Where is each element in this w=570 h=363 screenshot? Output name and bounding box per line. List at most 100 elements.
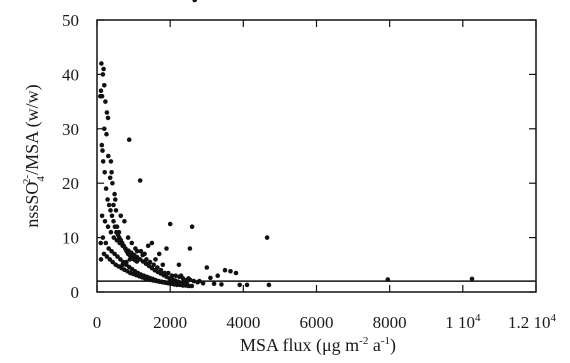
data-point xyxy=(167,221,173,227)
x-tick-label: 0 xyxy=(93,313,102,332)
data-point xyxy=(177,274,182,280)
data-point xyxy=(99,142,105,148)
data-point xyxy=(137,178,143,183)
data-point xyxy=(126,137,132,142)
data-point xyxy=(115,254,120,259)
data-point xyxy=(114,238,120,243)
data-point xyxy=(153,257,158,262)
y-tick-label: 40 xyxy=(62,65,79,84)
data-point xyxy=(166,270,171,276)
data-point xyxy=(118,213,124,219)
data-point xyxy=(149,240,155,246)
data-point xyxy=(129,240,135,246)
x-tick-label: 1.2 104 xyxy=(508,312,557,332)
data-point xyxy=(188,277,193,283)
data-point xyxy=(98,93,103,99)
data-point xyxy=(104,131,109,137)
data-point xyxy=(107,257,113,262)
data-point xyxy=(233,270,239,276)
data-point xyxy=(112,191,117,197)
data-point xyxy=(117,240,122,246)
data-point xyxy=(111,202,116,208)
data-point xyxy=(102,170,107,175)
data-points xyxy=(98,0,475,289)
data-point xyxy=(184,277,189,283)
data-point xyxy=(200,281,206,286)
data-point xyxy=(189,283,195,289)
data-point xyxy=(105,197,110,202)
data-point xyxy=(138,248,144,254)
data-point xyxy=(109,248,114,254)
data-point xyxy=(134,248,140,254)
data-point xyxy=(264,235,270,240)
data-point xyxy=(176,262,182,268)
data-point xyxy=(100,148,105,153)
data-point xyxy=(98,88,104,93)
data-point xyxy=(208,275,213,281)
data-point xyxy=(111,235,117,240)
data-point xyxy=(187,246,193,251)
y-axis-label: nssSO42-/MSA (w/w) xyxy=(21,84,47,227)
y-tick-label: 0 xyxy=(71,283,80,302)
data-point xyxy=(134,259,140,264)
data-point xyxy=(204,265,210,270)
data-point xyxy=(469,276,475,282)
x-tick-label: 2000 xyxy=(153,313,187,332)
data-point xyxy=(99,213,105,219)
data-point xyxy=(105,224,111,229)
data-point xyxy=(100,72,106,77)
data-point xyxy=(98,240,103,246)
data-point xyxy=(108,229,114,235)
x-axis-label: MSA flux (μg m-2 a-1) xyxy=(240,335,396,356)
data-point xyxy=(102,219,108,224)
data-point xyxy=(101,251,107,257)
data-point xyxy=(106,246,111,251)
data-point xyxy=(195,279,200,285)
data-point xyxy=(101,66,106,72)
data-point xyxy=(110,259,115,265)
data-point xyxy=(120,243,125,249)
data-point xyxy=(100,159,106,164)
data-point xyxy=(107,175,113,181)
plot-frame xyxy=(96,19,537,293)
data-point xyxy=(100,235,106,240)
data-point xyxy=(125,235,131,240)
data-point xyxy=(189,224,195,229)
axes xyxy=(96,19,537,293)
data-point xyxy=(108,208,113,213)
y-tick-label: 50 xyxy=(62,11,79,30)
data-point xyxy=(121,259,126,265)
data-point xyxy=(118,257,123,262)
data-point xyxy=(102,126,107,132)
tick-labels: 0 2000 4000 6000 8000 1 104 1.2 104 0 10 20 30 40 50 xyxy=(62,11,557,332)
data-point xyxy=(228,269,233,274)
data-point xyxy=(215,273,220,279)
data-point xyxy=(192,0,197,3)
data-point xyxy=(104,110,110,115)
data-point xyxy=(102,83,107,88)
data-point xyxy=(112,251,117,257)
data-point xyxy=(140,252,145,258)
y-tick-label: 30 xyxy=(62,120,79,139)
data-point xyxy=(105,115,111,121)
data-point xyxy=(173,273,178,279)
data-point xyxy=(113,197,118,202)
x-tick-label: 6000 xyxy=(300,313,334,332)
x-tick-label: 8000 xyxy=(373,313,407,332)
y-tick-label: 10 xyxy=(62,229,79,248)
data-point xyxy=(160,262,166,268)
data-point xyxy=(112,224,118,229)
data-point xyxy=(191,278,197,284)
data-point xyxy=(106,153,111,159)
data-point xyxy=(98,257,104,262)
data-point xyxy=(109,213,115,219)
data-point xyxy=(244,282,250,288)
data-point xyxy=(222,267,228,273)
data-point xyxy=(164,246,169,251)
data-point xyxy=(219,282,224,287)
data-point xyxy=(385,277,391,282)
data-point xyxy=(103,240,109,246)
data-point xyxy=(103,186,109,191)
data-point xyxy=(122,219,127,224)
x-tick-label: 1 104 xyxy=(445,312,481,332)
